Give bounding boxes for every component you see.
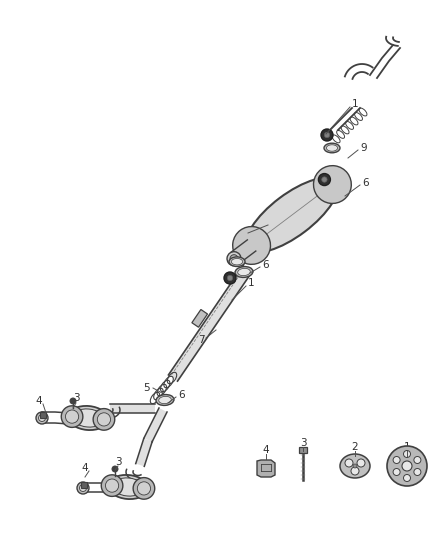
- Ellipse shape: [101, 475, 123, 496]
- Circle shape: [321, 129, 333, 141]
- Text: 3: 3: [73, 393, 79, 403]
- Bar: [81, 482, 87, 488]
- Text: 8: 8: [240, 230, 247, 240]
- Polygon shape: [110, 403, 155, 413]
- Ellipse shape: [72, 409, 104, 427]
- Ellipse shape: [93, 409, 115, 430]
- Polygon shape: [257, 460, 275, 477]
- Circle shape: [414, 456, 421, 464]
- Ellipse shape: [61, 406, 83, 427]
- Bar: [192, 310, 208, 327]
- Circle shape: [318, 174, 330, 185]
- Ellipse shape: [68, 406, 108, 430]
- Text: 4: 4: [81, 463, 88, 473]
- Ellipse shape: [80, 484, 86, 491]
- Text: 4: 4: [263, 445, 269, 455]
- Circle shape: [393, 469, 400, 475]
- Ellipse shape: [112, 478, 144, 496]
- Circle shape: [324, 132, 330, 138]
- Circle shape: [414, 469, 421, 475]
- Text: 2: 2: [352, 442, 358, 452]
- Text: 1: 1: [404, 442, 410, 452]
- Text: 3: 3: [300, 438, 306, 448]
- Ellipse shape: [324, 143, 340, 153]
- Ellipse shape: [97, 413, 110, 426]
- Ellipse shape: [133, 478, 155, 499]
- Text: 3: 3: [115, 457, 121, 467]
- Circle shape: [345, 459, 353, 467]
- Circle shape: [353, 464, 357, 468]
- Text: 5: 5: [143, 383, 150, 393]
- Ellipse shape: [39, 415, 46, 422]
- Text: 7: 7: [198, 335, 205, 345]
- Polygon shape: [169, 265, 253, 381]
- Ellipse shape: [36, 412, 48, 424]
- Ellipse shape: [156, 394, 174, 406]
- Polygon shape: [144, 408, 167, 442]
- Text: 6: 6: [362, 178, 369, 188]
- Circle shape: [112, 466, 118, 472]
- Text: 9: 9: [360, 143, 367, 153]
- Ellipse shape: [238, 269, 250, 276]
- Ellipse shape: [77, 482, 89, 494]
- Ellipse shape: [227, 252, 241, 265]
- Bar: [299, 447, 307, 453]
- Circle shape: [393, 456, 400, 464]
- Circle shape: [70, 398, 76, 404]
- Text: 1: 1: [248, 278, 254, 288]
- Circle shape: [351, 467, 359, 475]
- Ellipse shape: [231, 259, 243, 265]
- Circle shape: [402, 461, 412, 471]
- Text: 6: 6: [178, 390, 185, 400]
- Circle shape: [224, 272, 236, 284]
- Text: 4: 4: [35, 396, 42, 406]
- Ellipse shape: [246, 178, 338, 252]
- Ellipse shape: [138, 482, 151, 495]
- Ellipse shape: [159, 397, 171, 403]
- Ellipse shape: [108, 475, 148, 499]
- Circle shape: [357, 459, 365, 467]
- Circle shape: [403, 474, 410, 481]
- Bar: [40, 412, 46, 418]
- Ellipse shape: [326, 145, 338, 151]
- Circle shape: [227, 276, 233, 281]
- Ellipse shape: [314, 166, 351, 204]
- Text: 1: 1: [352, 99, 359, 109]
- Polygon shape: [231, 240, 256, 263]
- Ellipse shape: [229, 257, 245, 266]
- Circle shape: [321, 177, 327, 182]
- Ellipse shape: [340, 454, 370, 478]
- Ellipse shape: [230, 255, 238, 263]
- Ellipse shape: [235, 266, 253, 278]
- Circle shape: [403, 450, 410, 457]
- Text: 6: 6: [262, 260, 268, 270]
- Ellipse shape: [65, 410, 79, 423]
- Polygon shape: [136, 439, 152, 466]
- Circle shape: [387, 446, 427, 486]
- Ellipse shape: [233, 227, 271, 264]
- Ellipse shape: [106, 479, 119, 492]
